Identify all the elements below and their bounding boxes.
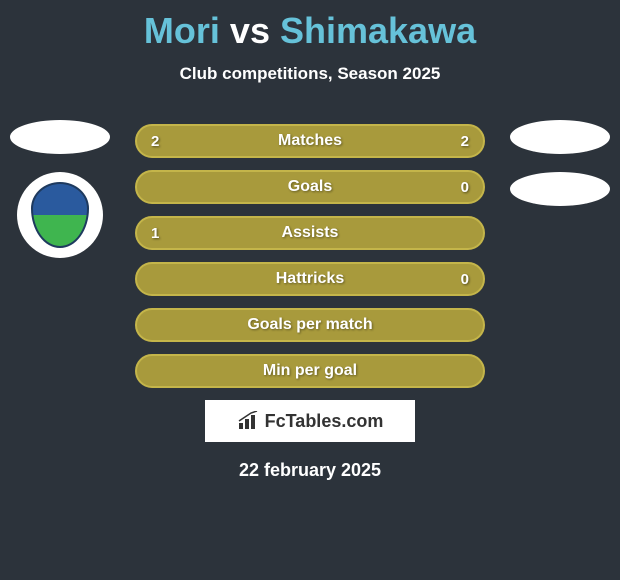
stat-row-matches: 2 Matches 2 (135, 124, 485, 158)
club-crest-icon (31, 182, 89, 248)
stat-label: Min per goal (263, 362, 357, 380)
right-oval-badge-2 (510, 172, 610, 206)
left-club-badge (17, 172, 103, 258)
stat-value-right: 0 (461, 271, 469, 288)
stat-value-right: 2 (461, 133, 469, 150)
stat-label: Goals (288, 178, 332, 196)
vs-text: vs (230, 10, 270, 51)
stat-label: Hattricks (276, 270, 344, 288)
player2-name: Shimakawa (280, 10, 476, 51)
right-badge-column (510, 120, 610, 224)
subtitle: Club competitions, Season 2025 (0, 64, 620, 84)
stat-row-goals: Goals 0 (135, 170, 485, 204)
left-oval-badge (10, 120, 110, 154)
right-oval-badge-1 (510, 120, 610, 154)
stat-value-left: 2 (151, 133, 159, 150)
stats-comparison-card: Mori vs Shimakawa Club competitions, Sea… (0, 0, 620, 580)
stat-row-assists: 1 Assists (135, 216, 485, 250)
stat-label: Goals per match (247, 316, 372, 334)
player1-name: Mori (144, 10, 220, 51)
stat-row-hattricks: Hattricks 0 (135, 262, 485, 296)
footer-brand-badge[interactable]: FcTables.com (205, 400, 415, 442)
stats-bars-container: 2 Matches 2 Goals 0 1 Assists Hattricks … (135, 124, 485, 388)
chart-icon (237, 411, 259, 431)
stat-row-goals-per-match: Goals per match (135, 308, 485, 342)
stat-label: Matches (278, 132, 342, 150)
date-text: 22 february 2025 (0, 460, 620, 481)
stat-label: Assists (282, 224, 339, 242)
stat-value-left: 1 (151, 225, 159, 242)
footer-brand-text: FcTables.com (265, 411, 384, 432)
stat-value-right: 0 (461, 179, 469, 196)
left-badge-column (10, 120, 110, 258)
stat-row-min-per-goal: Min per goal (135, 354, 485, 388)
page-title: Mori vs Shimakawa (0, 10, 620, 52)
